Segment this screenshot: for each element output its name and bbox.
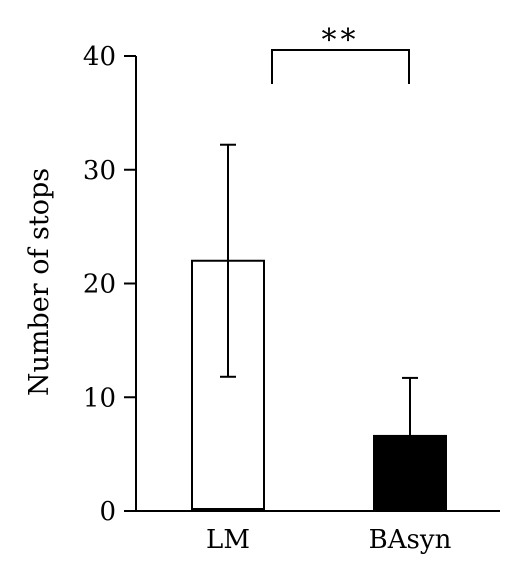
y-ticks: 0 10 20 30 40	[83, 42, 136, 527]
y-tick-label: 10	[83, 383, 116, 413]
y-tick-label: 20	[83, 270, 116, 300]
significance-bracket	[271, 49, 410, 84]
category-label-basyn: BAsyn	[369, 525, 452, 555]
bars	[191, 259, 447, 512]
bar-basyn	[373, 434, 447, 512]
y-tick-label: 0	[99, 497, 116, 527]
y-axis-label: Number of stops	[24, 168, 55, 396]
y-tick-label: 40	[83, 42, 116, 72]
error-bars	[220, 143, 418, 436]
category-labels: LM BAsyn	[206, 525, 452, 555]
significance-label: **	[322, 23, 360, 58]
category-label-lm: LM	[206, 525, 250, 555]
y-tick-label: 30	[83, 156, 116, 186]
significance-annotation: **	[271, 23, 410, 84]
